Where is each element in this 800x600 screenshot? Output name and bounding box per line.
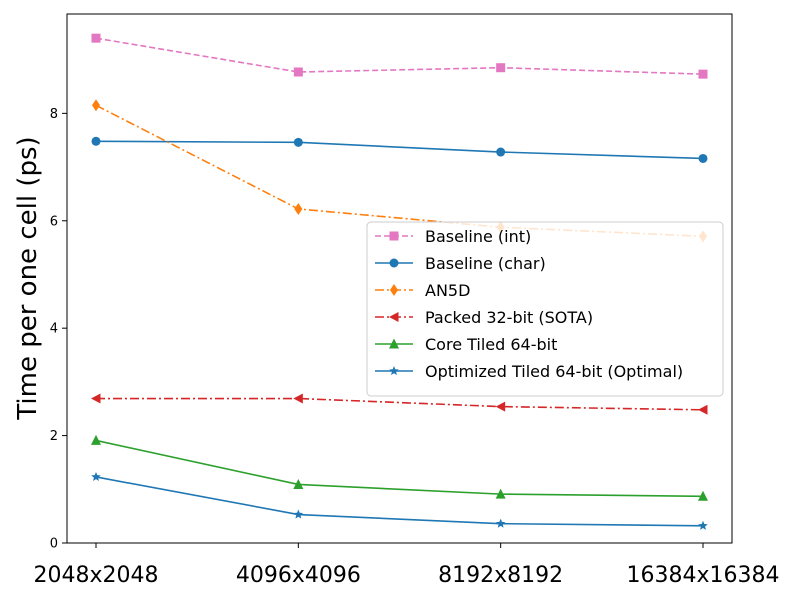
legend-marker [389,258,399,268]
data-point [698,153,708,163]
legend-label: Baseline (int) [425,227,531,246]
data-point [698,490,708,501]
series-6 [91,471,708,530]
x-tick-label: 16384x16384 [627,563,780,588]
data-point [293,478,304,489]
x-tick-label: 8192x8192 [438,563,563,588]
data-point [293,393,303,404]
data-point [91,33,101,43]
y-tick-label: 6 [50,214,58,229]
legend-item: Baseline (char) [375,254,546,273]
legend-marker [390,284,398,296]
legend-box [366,221,724,397]
data-point [698,404,708,415]
data-point [294,202,303,215]
data-point [496,63,506,73]
legend-label: AN5D [425,281,470,300]
series-line [95,104,704,238]
data-point [496,147,506,157]
series-line [96,397,704,411]
x-axis: 2048x2048 4096x4096 8192x8192 16384x16384 [34,543,780,588]
data-point [293,509,304,519]
legend-item: Optimized Tiled 64-bit (Optimal) [375,362,683,381]
data-point [698,69,708,79]
series-1 [91,33,708,79]
legend-item: Packed 32-bit (SOTA) [375,308,593,327]
data-point [293,67,303,77]
legend-marker [389,231,399,241]
series-line [95,476,704,527]
legend-label: Packed 32-bit (SOTA) [425,308,593,327]
data-point [92,99,100,112]
series-line [95,37,704,75]
data-point [91,434,101,445]
series-line [95,439,704,498]
legend-label: Core Tiled 64-bit [425,335,557,354]
x-tick-label: 4096x4096 [236,563,361,588]
series-3 [92,99,707,243]
y-tick-label: 2 [50,429,58,444]
data-point [495,518,506,528]
series-5 [91,434,708,501]
series-line [95,140,704,160]
data-point [91,136,101,146]
data-point [495,401,506,412]
y-tick-label: 4 [50,322,58,337]
data-point [91,471,101,481]
y-axis-label: Time per one cell (ps) [13,136,43,420]
data-point [293,137,303,147]
data-point [91,393,101,404]
plot-frame [66,13,733,544]
legend-item: Baseline (int) [375,227,531,246]
legend-label: Baseline (char) [425,254,546,273]
y-tick-label: 8 [50,107,58,122]
plot-area [91,33,708,530]
x-tick-label: 2048x2048 [34,563,159,588]
data-point [698,520,708,530]
data-point [495,488,506,499]
legend-marker [389,366,399,376]
legend-item: AN5D [375,281,470,300]
y-axis: 0 2 4 6 8 [50,107,67,552]
legend-marker [389,338,399,349]
legend: Baseline (int) Baseline (char) AN5D Packed … [366,221,724,397]
legend-marker [389,312,399,322]
series-2 [91,136,708,163]
series-4 [91,393,708,415]
legend-label: Optimized Tiled 64-bit (Optimal) [425,362,683,381]
legend-item: Core Tiled 64-bit [375,335,557,354]
y-tick-label: 0 [50,537,58,552]
